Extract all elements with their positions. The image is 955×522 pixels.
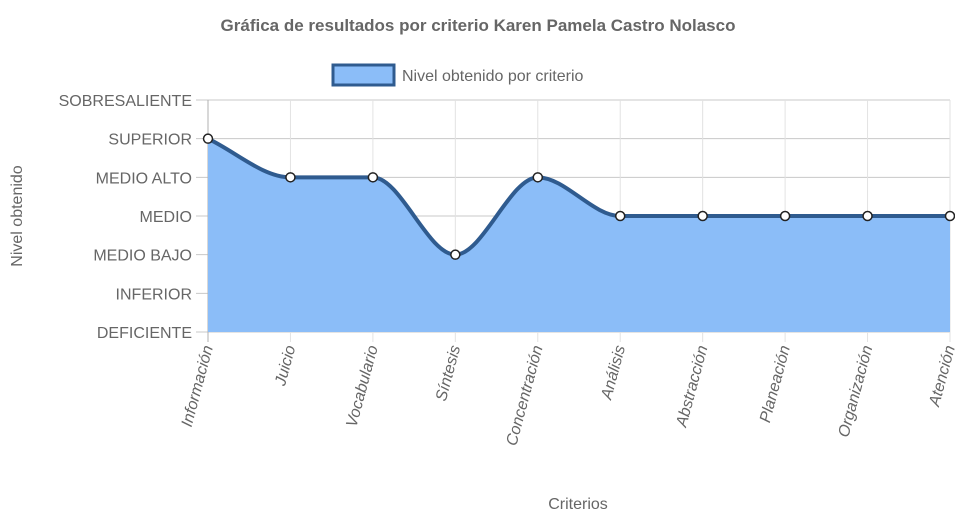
x-tick-label: Concentración — [504, 344, 547, 448]
data-point[interactable] — [779, 210, 791, 222]
legend[interactable]: Nivel obtenido por criterio — [331, 63, 584, 87]
chart-title: Gráfica de resultados por criterio Karen… — [221, 16, 736, 35]
data-point[interactable] — [697, 210, 708, 222]
data-point[interactable] — [285, 172, 296, 183]
y-tick-label: MEDIO — [140, 209, 192, 226]
y-axis-ticks: DEFICIENTE INFERIOR MEDIO BAJO MEDIO MEDIO A… — [59, 93, 192, 342]
x-tick-label: Juicio — [272, 344, 299, 389]
y-tick-label: MEDIO BAJO — [93, 248, 192, 265]
y-tick-label: INFERIOR — [116, 286, 192, 303]
y-tick-label: MEDIO ALTO — [96, 170, 192, 187]
data-point[interactable] — [450, 249, 461, 260]
x-tick-label: Atención — [926, 344, 955, 410]
x-tick-label: Abstracción — [673, 344, 711, 430]
legend-label[interactable]: Nivel obtenido por criterio — [402, 68, 584, 85]
plot-area — [202, 133, 955, 332]
x-tick-label: Análisis — [598, 344, 629, 403]
y-tick-label: SOBRESALIENTE — [59, 93, 192, 110]
x-tick-label: Vocabulario — [344, 344, 382, 430]
data-point[interactable] — [614, 210, 626, 222]
series-area-fill — [208, 138, 950, 332]
legend-swatch[interactable] — [331, 63, 396, 87]
x-axis-label: Criterios — [548, 496, 608, 513]
x-tick-label: Planeación — [757, 344, 794, 425]
data-point[interactable] — [367, 172, 379, 183]
data-point[interactable] — [532, 172, 544, 183]
x-axis-ticks: Información Juicio Vocabulario Síntesis Conc… — [179, 344, 955, 448]
data-point[interactable] — [862, 210, 873, 222]
x-tick-label: Síntesis — [433, 344, 464, 403]
x-tick-label: Organización — [836, 344, 877, 440]
series-line — [207, 136, 950, 257]
y-tick-label: SUPERIOR — [108, 132, 192, 149]
data-point[interactable] — [202, 133, 214, 144]
data-point[interactable] — [944, 210, 955, 222]
x-tick-label: Información — [179, 344, 217, 429]
y-axis-label: Nivel obtenido — [9, 165, 26, 267]
y-tick-label: DEFICIENTE — [97, 325, 192, 342]
